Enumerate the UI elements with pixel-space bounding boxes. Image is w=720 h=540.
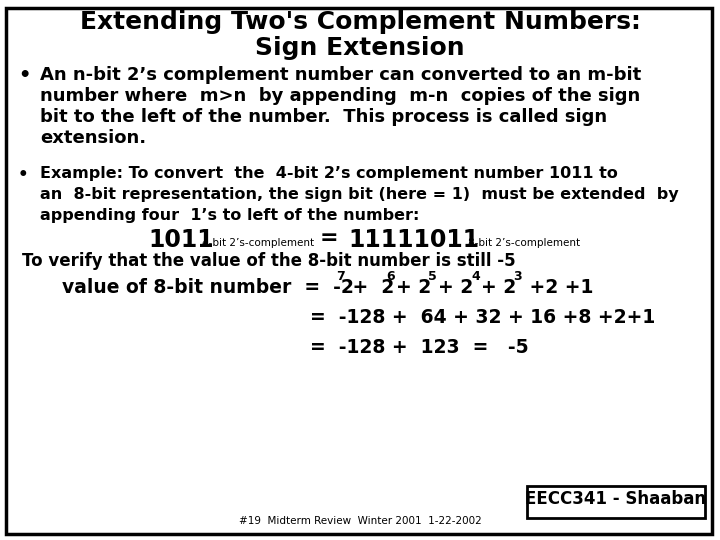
Text: =  -128 +  64 + 32 + 16 +8 +2+1: = -128 + 64 + 32 + 16 +8 +2+1	[310, 308, 655, 327]
Text: extension.: extension.	[40, 129, 146, 147]
Text: 7: 7	[336, 270, 345, 283]
Text: + 2: + 2	[438, 278, 473, 297]
Text: To verify that the value of the 8-bit number is still -5: To verify that the value of the 8-bit nu…	[22, 252, 516, 270]
Text: 4-bit 2’s-complement: 4-bit 2’s-complement	[202, 238, 314, 248]
Text: 11111011: 11111011	[348, 228, 479, 252]
Text: 6: 6	[386, 270, 395, 283]
Text: =: =	[320, 228, 338, 248]
Text: + 2: + 2	[396, 278, 431, 297]
Text: appending four  1’s to left of the number:: appending four 1’s to left of the number…	[40, 208, 419, 223]
Text: + 2: + 2	[481, 278, 516, 297]
Text: 4: 4	[471, 270, 480, 283]
Text: +  2: + 2	[346, 278, 395, 297]
Text: Extending Two's Complement Numbers:: Extending Two's Complement Numbers:	[80, 10, 640, 34]
Text: #19  Midterm Review  Winter 2001  1-22-2002: #19 Midterm Review Winter 2001 1-22-2002	[238, 516, 482, 526]
Text: =  -128 +  123  =   -5: = -128 + 123 = -5	[310, 338, 528, 357]
Text: 3: 3	[513, 270, 521, 283]
Text: •: •	[18, 66, 30, 85]
Text: +2 +1: +2 +1	[523, 278, 593, 297]
Text: 8-bit 2’s-complement: 8-bit 2’s-complement	[468, 238, 580, 248]
Text: an  8-bit representation, the sign bit (here = 1)  must be extended  by: an 8-bit representation, the sign bit (h…	[40, 187, 679, 202]
Text: 5: 5	[428, 270, 437, 283]
Text: Example: To convert  the  4-bit 2’s complement number 1011 to: Example: To convert the 4-bit 2’s comple…	[40, 166, 618, 181]
Text: •: •	[18, 166, 29, 184]
Bar	[527, 486, 705, 518]
Text: An n-bit 2’s complement number can converted to an m-bit: An n-bit 2’s complement number can conve…	[40, 66, 642, 84]
Text: EECC341 - Shaaban: EECC341 - Shaaban	[526, 490, 706, 508]
Text: Sign Extension: Sign Extension	[255, 36, 465, 60]
Text: 1011: 1011	[148, 228, 214, 252]
Text: value of 8-bit number  =  -2: value of 8-bit number = -2	[62, 278, 354, 297]
Text: bit to the left of the number.  This process is called sign: bit to the left of the number. This proc…	[40, 108, 607, 126]
Text: number where  m>n  by appending  m-n  copies of the sign: number where m>n by appending m-n copies…	[40, 87, 640, 105]
